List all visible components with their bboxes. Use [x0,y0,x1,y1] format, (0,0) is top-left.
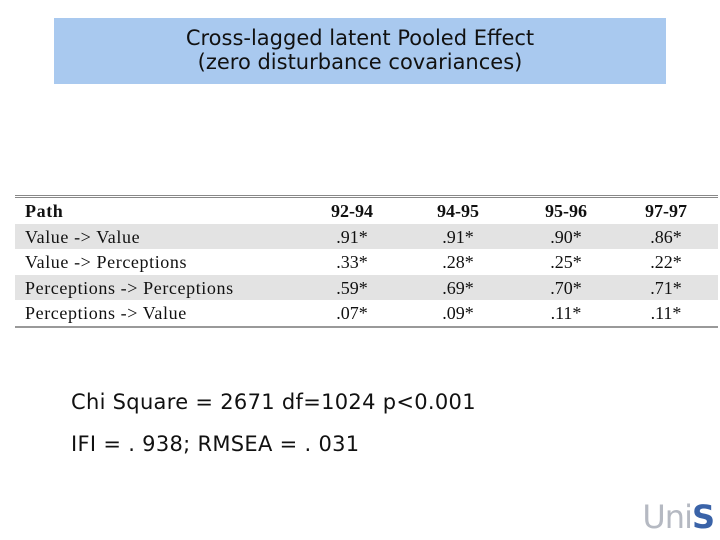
value-cell: .70* [550,277,582,298]
table-row: Value -> Perceptions .33* .28* .25* .22* [15,249,718,275]
table-row: Path 92-94 94-95 95-96 97-97 [15,198,718,224]
title-box: Cross-lagged latent Pooled Effect (zero … [54,18,666,84]
value-cell: 92-94 [331,201,373,221]
value-cell: .90* [550,226,582,247]
title-line: (zero disturbance covariances) [197,50,523,74]
path-cell: Perceptions -> Value [25,303,187,323]
value-cell: .25* [550,252,582,272]
table-row: Value -> Value .91* .91* .90* .86* [15,223,718,249]
path-cell: Value -> Perceptions [25,252,188,272]
value-cell: 94-95 [437,201,479,221]
value-cell: .22* [650,252,682,272]
path-cell: Path [25,201,64,221]
value-cell: .86* [650,226,682,247]
value-cell: .07* [336,303,368,323]
stat-line: IFI = . 938; RMSEA = . 031 [71,432,360,456]
value-cell: .09* [442,303,474,323]
value-cell: .69* [442,277,474,298]
stat-line: Chi Square = 2671 df=1024 p<0.001 [71,390,476,414]
title-line: Cross-lagged latent Pooled Effect [185,26,535,50]
value-cell: 97-97 [645,201,687,221]
logo-text: Uni [642,498,693,536]
value-cell: .59* [336,277,368,298]
value-cell: .71* [650,277,682,298]
table-row: Perceptions -> Value .07* .09* .11* .11* [15,300,718,326]
logo-text: S [691,498,715,536]
path-cell: Value -> Value [25,226,141,247]
value-cell: .33* [336,252,368,272]
value-cell: .91* [336,226,368,247]
value-cell: .11* [550,303,582,323]
results-table: Path 92-94 94-95 95-96 97-97 Value -> Value .9… [15,195,718,328]
value-cell: 95-96 [545,201,587,221]
value-cell: .91* [442,226,474,247]
table-row: Perceptions -> Perceptions .59* .69* .70* .7… [15,274,718,300]
value-cell: .11* [650,303,682,323]
logo: UniS [642,498,715,536]
value-cell: .28* [442,252,474,272]
path-cell: Perceptions -> Perceptions [25,277,234,298]
